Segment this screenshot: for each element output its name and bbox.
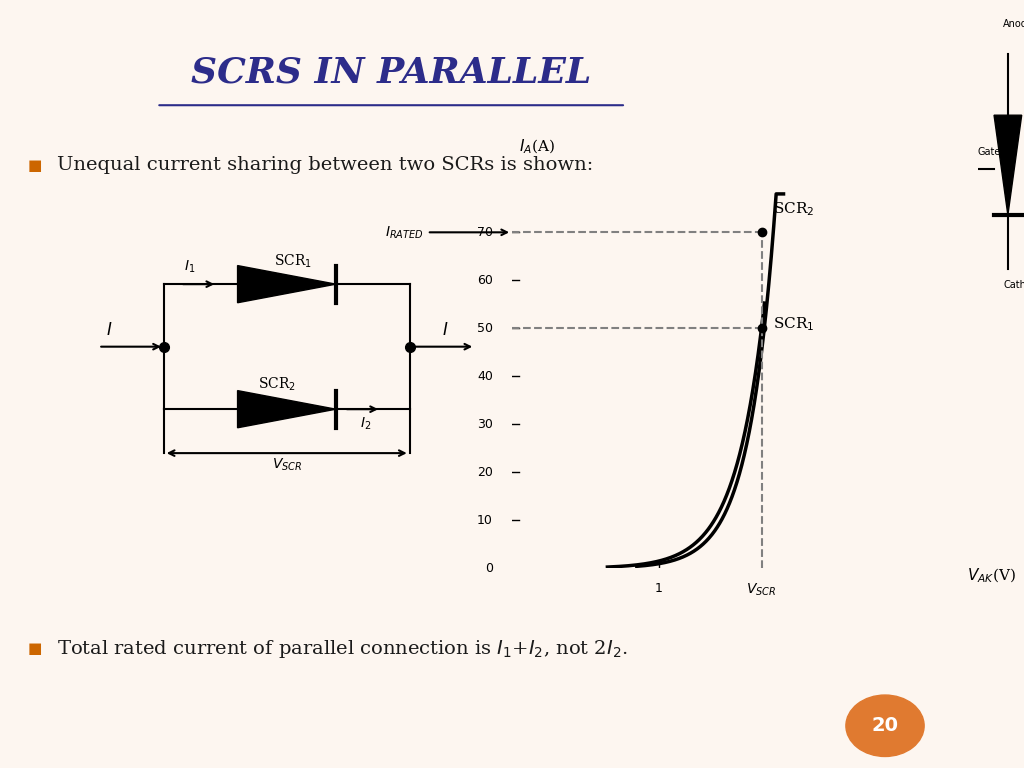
Text: Unequal current sharing between two SCRs is shown:: Unequal current sharing between two SCRs… (56, 156, 593, 174)
Text: $I$: $I$ (106, 322, 113, 339)
Polygon shape (238, 391, 336, 428)
Text: 70: 70 (477, 226, 493, 239)
Text: 1: 1 (654, 582, 663, 594)
Text: 30: 30 (477, 418, 493, 431)
Circle shape (846, 695, 924, 756)
Text: ■: ■ (28, 641, 42, 657)
Text: 40: 40 (477, 370, 493, 382)
Text: Anode: Anode (1004, 19, 1024, 29)
Text: SCR$_2$: SCR$_2$ (258, 376, 296, 393)
Text: 0: 0 (485, 562, 493, 574)
Text: 20: 20 (871, 717, 898, 735)
Text: Gate: Gate (978, 147, 1001, 157)
Text: 60: 60 (477, 274, 493, 286)
Text: SCR$_1$: SCR$_1$ (773, 316, 815, 333)
Text: $I_A$(A): $I_A$(A) (519, 137, 555, 155)
Text: $I_{RATED}$: $I_{RATED}$ (385, 224, 424, 240)
Text: $I_1$: $I_1$ (184, 259, 196, 275)
Text: $V_{AK}$(V): $V_{AK}$(V) (967, 566, 1016, 584)
Text: SCR$_2$: SCR$_2$ (773, 200, 815, 218)
Text: SCR$_1$: SCR$_1$ (274, 253, 312, 270)
Polygon shape (238, 266, 336, 303)
Text: $I$: $I$ (442, 322, 449, 339)
Text: 20: 20 (477, 466, 493, 478)
Text: Total rated current of parallel connection is $I_1$+$I_2$, not 2$I_2$.: Total rated current of parallel connecti… (56, 638, 628, 660)
Text: 10: 10 (477, 514, 493, 527)
Text: Cathode: Cathode (1004, 280, 1024, 290)
Polygon shape (994, 115, 1022, 215)
Text: $I_2$: $I_2$ (360, 415, 372, 432)
Text: ■: ■ (28, 157, 42, 173)
Text: $V_{SCR}$: $V_{SCR}$ (746, 582, 776, 598)
Text: 50: 50 (477, 322, 493, 335)
Text: SCRS IN PARALLEL: SCRS IN PARALLEL (191, 56, 591, 90)
Text: $V_{SCR}$: $V_{SCR}$ (271, 456, 302, 473)
